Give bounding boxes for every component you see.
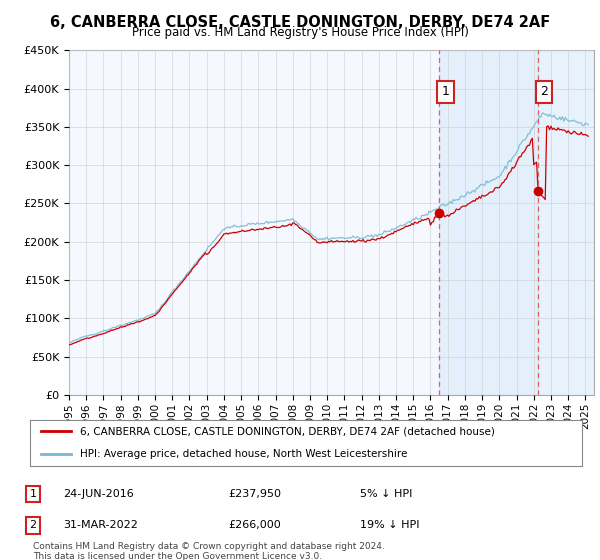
Text: 2: 2: [540, 85, 548, 98]
Bar: [538, 50, 594, 395]
Text: 24-JUN-2016: 24-JUN-2016: [63, 489, 134, 499]
Bar: [439, 50, 538, 395]
Text: 1: 1: [442, 85, 449, 98]
Text: 2: 2: [29, 520, 37, 530]
Text: 5% ↓ HPI: 5% ↓ HPI: [360, 489, 412, 499]
Text: £237,950: £237,950: [228, 489, 281, 499]
Text: 19% ↓ HPI: 19% ↓ HPI: [360, 520, 419, 530]
Text: 31-MAR-2022: 31-MAR-2022: [63, 520, 138, 530]
Text: HPI: Average price, detached house, North West Leicestershire: HPI: Average price, detached house, Nort…: [80, 450, 407, 459]
Text: £266,000: £266,000: [228, 520, 281, 530]
Text: Price paid vs. HM Land Registry's House Price Index (HPI): Price paid vs. HM Land Registry's House …: [131, 26, 469, 39]
Text: 6, CANBERRA CLOSE, CASTLE DONINGTON, DERBY, DE74 2AF (detached house): 6, CANBERRA CLOSE, CASTLE DONINGTON, DER…: [80, 427, 494, 436]
Text: 1: 1: [29, 489, 37, 499]
Text: Contains HM Land Registry data © Crown copyright and database right 2024.
This d: Contains HM Land Registry data © Crown c…: [33, 542, 385, 560]
Text: 6, CANBERRA CLOSE, CASTLE DONINGTON, DERBY, DE74 2AF: 6, CANBERRA CLOSE, CASTLE DONINGTON, DER…: [50, 15, 550, 30]
